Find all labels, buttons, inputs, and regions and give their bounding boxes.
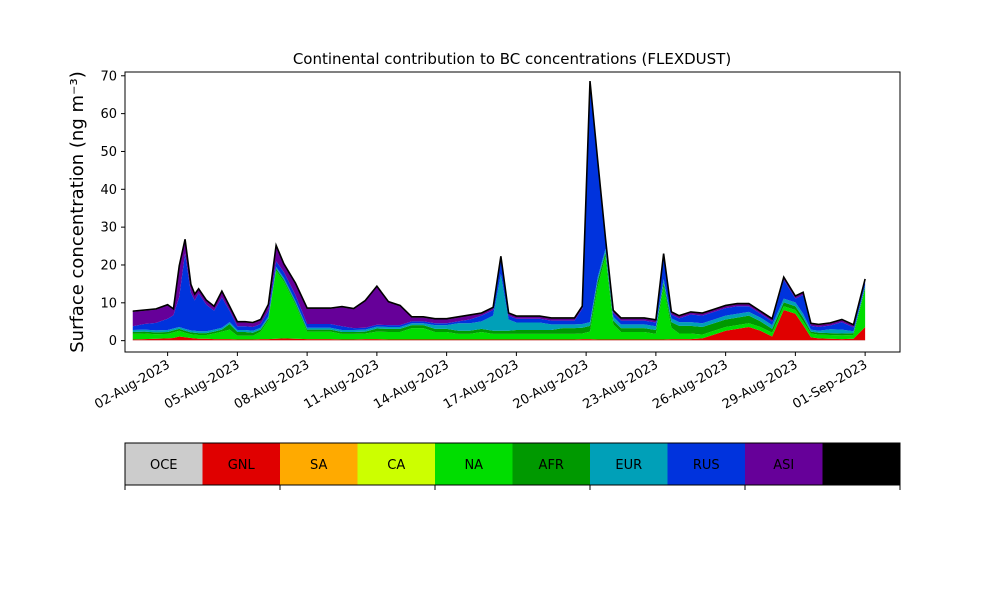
plot-area (125, 72, 900, 352)
y-tick-label: 60 (100, 107, 117, 122)
y-tick-label: 70 (100, 69, 117, 84)
x-axis: 02-Aug-202305-Aug-202308-Aug-202311-Aug-… (92, 352, 870, 413)
y-axis: 0 10 20 30 40 50 60 70 (100, 69, 125, 349)
x-tick-label: 26-Aug-2023 (650, 357, 730, 412)
x-tick-label: 14-Aug-2023 (371, 357, 451, 412)
x-tick-label: 08-Aug-2023 (232, 357, 312, 412)
legend-label-aus: AUS (848, 458, 875, 473)
y-axis-label: Surface concentration (ng m⁻³) (67, 71, 88, 353)
x-tick-label: 02-Aug-2023 (92, 357, 172, 412)
y-tick-label: 50 (100, 145, 117, 160)
y-tick-label: 40 (100, 183, 117, 198)
legend-label-eur: EUR (615, 458, 642, 473)
x-tick-label: 11-Aug-2023 (302, 357, 382, 412)
legend-label-rus: RUS (693, 458, 720, 473)
x-tick-label: 20-Aug-2023 (511, 357, 591, 412)
y-tick-label: 10 (100, 296, 117, 311)
x-tick-label: 01-Sep-2023 (790, 357, 870, 412)
chart-title: Continental contribution to BC concentra… (293, 50, 731, 68)
legend-label-gnl: GNL (228, 458, 256, 473)
y-tick-label: 0 (109, 334, 117, 349)
x-tick-label: 17-Aug-2023 (441, 357, 521, 412)
x-tick-label: 29-Aug-2023 (720, 357, 800, 412)
legend-label-asi: ASI (773, 458, 794, 473)
x-tick-label: 23-Aug-2023 (581, 357, 661, 412)
legend-colorbar: OCE GNL SA CA NA AFR EUR RUS ASI AUS (125, 443, 900, 490)
legend-label-na: NA (464, 458, 483, 473)
y-tick-label: 30 (100, 221, 117, 236)
y-tick-label: 20 (100, 258, 117, 273)
legend-label-oce: OCE (150, 458, 178, 473)
x-tick-label: 05-Aug-2023 (162, 357, 242, 412)
legend-label-afr: AFR (539, 458, 564, 473)
legend-label-sa: SA (310, 458, 327, 473)
legend-label-ca: CA (387, 458, 405, 473)
